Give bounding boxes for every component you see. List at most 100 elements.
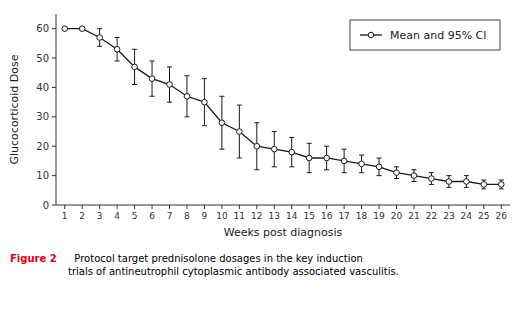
marker [324, 155, 330, 161]
x-tick-label: 14 [286, 211, 298, 221]
x-tick [361, 205, 362, 209]
marker [341, 158, 347, 164]
x-tick-label: 16 [321, 211, 333, 221]
x-tick [169, 205, 170, 209]
x-tick-label: 10 [216, 211, 228, 221]
x-tick-label: 1 [62, 211, 68, 221]
x-tick [99, 205, 100, 209]
x-tick [221, 205, 222, 209]
error-bar [324, 146, 329, 170]
error-bar [97, 29, 102, 47]
x-tick [501, 205, 502, 209]
marker [62, 26, 68, 32]
marker [498, 182, 504, 188]
y-tick-label: 30 [36, 111, 49, 122]
error-bar [499, 180, 504, 189]
x-tick-label: 18 [356, 211, 368, 221]
marker [184, 93, 190, 99]
x-tick-label: 13 [269, 211, 280, 221]
error-bar [464, 176, 469, 188]
marker [219, 120, 225, 126]
marker [411, 173, 417, 179]
error-bar [377, 158, 382, 176]
x-tick [309, 205, 310, 209]
error-bar [289, 137, 294, 166]
marker [446, 179, 452, 185]
error-bar [359, 155, 364, 173]
error-bar [219, 96, 224, 149]
x-tick [344, 205, 345, 209]
x-tick-label: 26 [496, 211, 508, 221]
x-tick [152, 205, 153, 209]
y-tick-label: 10 [36, 170, 49, 181]
x-tick-label: 20 [391, 211, 403, 221]
error-bar [429, 173, 434, 185]
y-axis [56, 14, 57, 205]
x-tick [204, 205, 205, 209]
x-tick [291, 205, 292, 209]
marker [481, 182, 487, 188]
chart: 1234567891011121314151617181920212223242… [0, 0, 522, 333]
x-tick-label: 17 [338, 211, 349, 221]
x-tick [134, 205, 135, 209]
error-bar [237, 105, 242, 158]
y-tick [52, 205, 56, 206]
marker [132, 64, 138, 70]
marker [237, 129, 243, 135]
y-tick [52, 58, 56, 59]
x-tick [483, 205, 484, 209]
x-tick-label: 5 [132, 211, 138, 221]
marker [97, 35, 103, 41]
x-tick-label: 9 [202, 211, 208, 221]
x-tick-label: 7 [167, 211, 173, 221]
error-bar [446, 176, 451, 188]
x-tick-label: 12 [251, 211, 262, 221]
x-tick [64, 205, 65, 209]
legend: Mean and 95% CI [350, 20, 500, 50]
x-tick-label: 6 [149, 211, 155, 221]
y-tick [52, 116, 56, 117]
x-tick [396, 205, 397, 209]
x-tick [186, 205, 187, 209]
x-tick-label: 3 [97, 211, 103, 221]
legend-label: Mean and 95% CI [390, 29, 487, 42]
x-tick-label: 25 [478, 211, 489, 221]
error-bar [307, 143, 312, 172]
caption-label: Figure 2 [10, 253, 57, 264]
y-tick-label: 20 [36, 141, 49, 152]
x-tick [117, 205, 118, 209]
error-bar [202, 79, 207, 126]
marker [359, 161, 365, 167]
y-tick [52, 28, 56, 29]
y-tick-label: 40 [36, 82, 49, 93]
marker [202, 99, 208, 105]
marker [167, 82, 173, 88]
marker [149, 76, 155, 82]
x-tick [466, 205, 467, 209]
marker [254, 143, 260, 149]
marker [429, 176, 435, 182]
error-bar [132, 49, 137, 84]
x-tick-label: 4 [114, 211, 120, 221]
marker [114, 46, 120, 52]
caption-text: Protocol target prednisolone dosages in … [68, 253, 399, 277]
marker [306, 155, 312, 161]
x-tick [256, 205, 257, 209]
legend-box [350, 20, 500, 50]
error-bar [150, 61, 155, 96]
marker [464, 179, 470, 185]
x-tick-label: 15 [303, 211, 314, 221]
error-bar [115, 38, 120, 62]
y-tick-label: 50 [36, 53, 49, 64]
error-bar [394, 167, 399, 179]
y-tick [52, 146, 56, 147]
x-tick-label: 2 [79, 211, 85, 221]
x-tick-label: 23 [443, 211, 454, 221]
x-tick [326, 205, 327, 209]
y-tick [52, 175, 56, 176]
x-axis-label: Weeks post diagnosis [224, 226, 343, 239]
x-tick [431, 205, 432, 209]
x-tick-label: 24 [461, 211, 473, 221]
x-tick [82, 205, 83, 209]
error-bar [481, 180, 486, 189]
